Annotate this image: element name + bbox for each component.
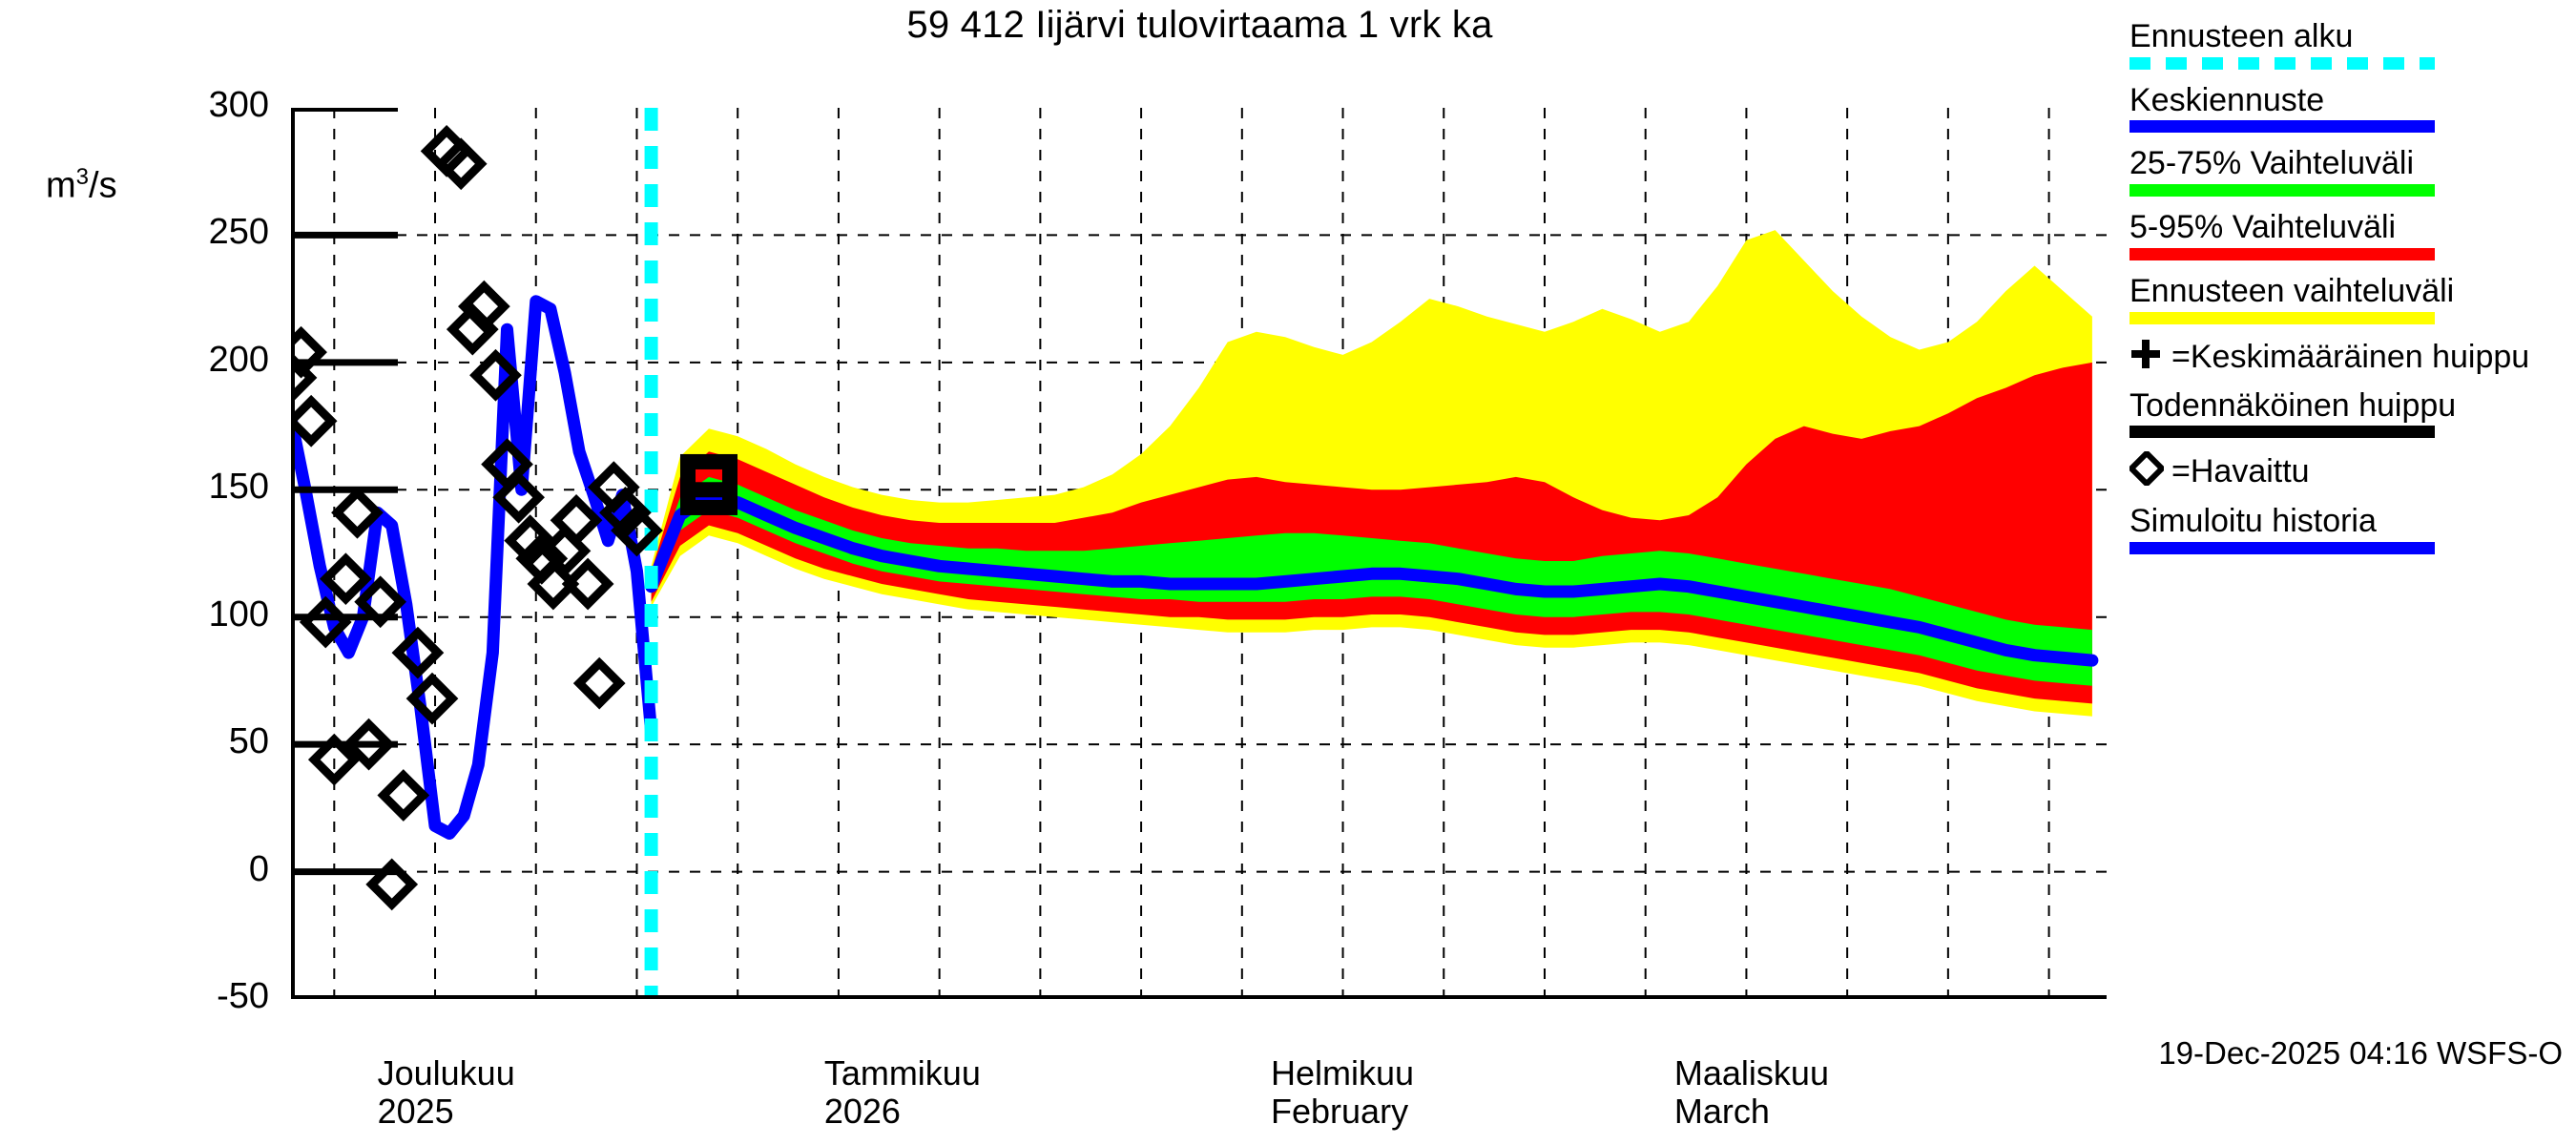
x-tick-year: 2025 — [377, 1092, 454, 1132]
legend-item-observed: =Havaittu — [2127, 449, 2576, 492]
line-median-forecast — [645, 489, 2099, 667]
y-axis-tick-label: 150 — [208, 467, 269, 508]
y-axis-tick-label: 250 — [208, 212, 269, 253]
legend-swatch — [2129, 247, 2435, 260]
observed-marker — [469, 348, 522, 402]
observed-marker — [291, 325, 327, 379]
x-tick-month-fi: Joulukuu — [377, 1053, 515, 1093]
observed-marker — [527, 557, 580, 611]
observed-marker — [561, 557, 614, 611]
legend-label: 5-95% Vaihteluväli — [2129, 209, 2397, 246]
x-tick-month-fi: Tammikuu — [823, 1053, 981, 1093]
x-tick-month-en: March — [1673, 1092, 1770, 1132]
observed-marker — [320, 552, 372, 606]
observed-marker — [458, 280, 510, 333]
chart-svg — [291, 108, 2107, 999]
legend-label: Todennäköinen huippu — [2129, 386, 2457, 424]
legend-swatch — [2129, 311, 2435, 324]
legend-swatch — [2129, 426, 2435, 439]
diamond-icon — [2127, 449, 2171, 492]
x-tick-month-fi: Maaliskuu — [1673, 1053, 1829, 1093]
observed-marker — [291, 394, 338, 448]
legend-item-band-25-75: 25-75% Vaihteluväli — [2129, 145, 2576, 198]
legend-swatch — [2129, 184, 2435, 198]
x-tick-month-fi: Helmikuu — [1271, 1053, 1415, 1093]
y-axis-label-group: Tulovirtaama / Inflow m3/s — [0, 0, 291, 1011]
x-axis-tick-label: Helmikuu February — [1271, 1053, 1415, 1132]
observed-marker — [365, 858, 419, 911]
y-axis-tick-label: 0 — [248, 848, 269, 889]
observed-marker — [343, 718, 395, 771]
observed-marker — [391, 626, 445, 679]
band-25-75 — [651, 476, 2092, 686]
observed-marker — [354, 575, 407, 629]
legend-item-probable-peak: Todennäköinen huippu — [2129, 386, 2576, 439]
legend-label: Keskiennuste — [2129, 81, 2325, 118]
legend-item-median-forecast: Keskiennuste — [2129, 81, 2576, 134]
x-axis-tick-label: Maaliskuu March — [1673, 1053, 1829, 1132]
y-axis-unit: m3/s — [46, 164, 117, 206]
legend-item-band-5-95: 5-95% Vaihteluväli — [2129, 210, 2576, 260]
x-tick-month-en: February — [1271, 1092, 1409, 1132]
observed-marker — [377, 769, 430, 822]
observed-marker — [405, 672, 459, 725]
y-axis-tick-label: 300 — [208, 85, 269, 125]
timestamp: 19-Dec-2025 04:16 WSFS-O — [2158, 1035, 2563, 1071]
legend-label: =Keskimääräinen huippu — [2171, 338, 2530, 375]
y-axis-tick-label: 100 — [208, 593, 269, 635]
y-axis-tick-label: 200 — [208, 339, 269, 380]
plus-icon — [2129, 338, 2171, 377]
y-axis-tick-label: -50 — [217, 976, 269, 1016]
legend-label: Ennusteen alku — [2129, 18, 2354, 54]
legend-swatch — [2129, 120, 2435, 134]
observed-marker — [611, 504, 663, 557]
legend-label: 25-75% Vaihteluväli — [2129, 145, 2414, 182]
legend-item-forecast-start: Ennusteen alku — [2129, 19, 2576, 70]
y-axis-tick-label: 50 — [228, 721, 269, 762]
observed-marker — [307, 733, 361, 786]
x-tick-year: 2026 — [823, 1092, 901, 1132]
legend-item-mean-peak: =Keskimääräinen huippu — [2129, 338, 2576, 377]
observed-marker — [504, 514, 557, 568]
x-axis-tick-label: Tammikuu 2026 — [823, 1053, 981, 1132]
observed-marker — [550, 493, 603, 547]
legend-label: Simuloitu historia — [2129, 503, 2377, 540]
plot-area — [291, 108, 2107, 999]
observed-marker — [434, 137, 488, 191]
legend-swatch — [2129, 56, 2435, 70]
observed-marker — [492, 470, 545, 524]
legend-label: Ennusteen vaihteluväli — [2129, 272, 2455, 309]
legend-item-simulated-history: Simuloitu historia — [2129, 503, 2576, 555]
observed-marker — [599, 486, 652, 539]
legend-label: =Havaittu — [2171, 453, 2310, 490]
chart-legend: Ennusteen alku Keskiennuste 25-75% Vaihtel… — [2127, 19, 2576, 568]
x-axis-tick-label: Joulukuu 2025 — [377, 1053, 515, 1132]
legend-item-band-full: Ennusteen vaihteluväli — [2129, 274, 2576, 324]
legend-swatch — [2129, 542, 2435, 555]
observed-marker — [331, 486, 384, 539]
observed-marker — [572, 656, 626, 710]
page-title: 59 412 Iijärvi tulovirtaama 1 vrk ka — [906, 4, 1493, 46]
